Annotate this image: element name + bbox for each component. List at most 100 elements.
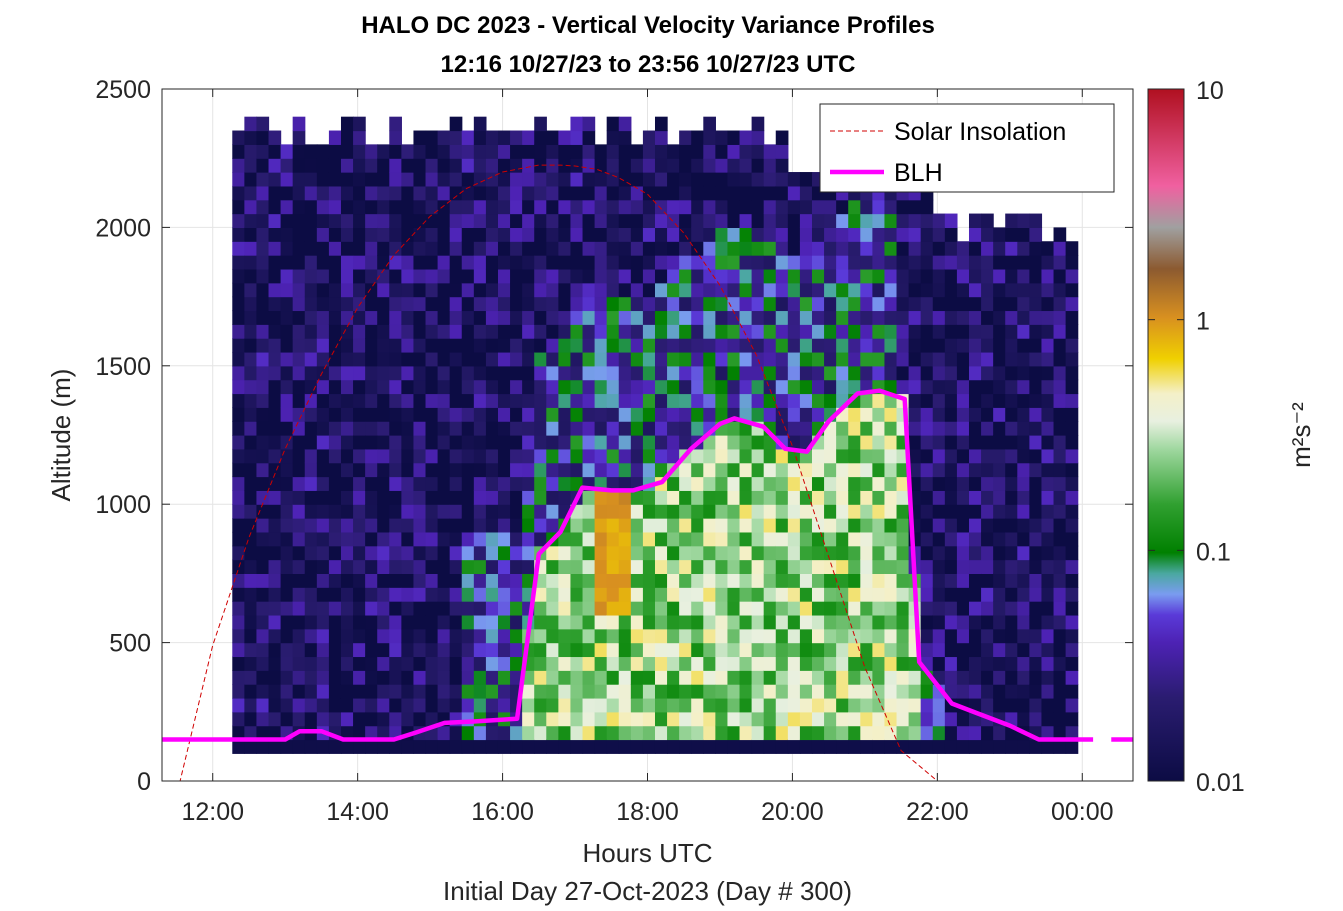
heatmap-cell <box>763 545 777 561</box>
heatmap-cell <box>401 559 415 574</box>
heatmap-cell <box>280 518 294 533</box>
heatmap-cell <box>824 697 837 713</box>
heatmap-cell <box>510 559 523 574</box>
heatmap-cell <box>413 158 427 173</box>
heatmap-cell <box>268 684 282 699</box>
heatmap-cell <box>328 518 342 533</box>
heatmap-cell <box>956 573 970 588</box>
heatmap-cell <box>449 199 463 215</box>
heatmap-cell <box>244 365 258 381</box>
heatmap-cell <box>727 490 741 505</box>
heatmap-cell <box>365 338 378 353</box>
heatmap-cell <box>956 268 970 284</box>
heatmap-cell <box>594 324 608 339</box>
heatmap-cell <box>908 407 922 422</box>
heatmap-cell <box>630 531 644 547</box>
heatmap-cell <box>727 435 741 450</box>
heatmap-cell <box>449 268 463 284</box>
heatmap-cell <box>570 199 584 215</box>
heatmap-cell <box>510 435 523 450</box>
heatmap-cell <box>594 185 608 201</box>
heatmap-cell <box>413 227 427 242</box>
heatmap-cell <box>340 739 354 754</box>
heatmap-cell <box>824 490 837 505</box>
heatmap-cell <box>328 185 342 201</box>
heatmap-cell <box>232 601 245 616</box>
heatmap-cell <box>461 130 475 145</box>
heatmap-cell <box>546 379 559 395</box>
heatmap-cell <box>256 476 270 491</box>
heatmap-cell <box>449 365 463 381</box>
heatmap-cell <box>824 684 837 699</box>
heatmap-cell <box>377 587 390 602</box>
chart-title: HALO DC 2023 - Vertical Velocity Varianc… <box>361 12 935 39</box>
heatmap-cell <box>292 670 306 685</box>
heatmap-cell <box>642 614 656 630</box>
heatmap-cell <box>570 393 584 408</box>
heatmap-cell <box>413 172 427 187</box>
heatmap-cell <box>1053 476 1067 491</box>
heatmap-cell <box>944 504 958 519</box>
heatmap-cell <box>739 476 753 491</box>
heatmap-cell <box>739 739 753 754</box>
heatmap-cell <box>582 393 596 408</box>
heatmap-cell <box>280 739 294 754</box>
heatmap-cell <box>304 185 318 201</box>
heatmap-cell <box>316 435 330 450</box>
heatmap-cell <box>703 213 716 228</box>
heatmap-cell <box>811 490 825 505</box>
heatmap-cell <box>256 407 270 422</box>
heatmap-cell <box>981 684 994 699</box>
heatmap-cell <box>824 435 837 450</box>
heatmap-cell <box>328 379 342 395</box>
heatmap-cell <box>546 144 559 159</box>
heatmap-cell <box>232 628 245 644</box>
heatmap-cell <box>353 268 366 284</box>
heatmap-cell <box>920 614 934 630</box>
heatmap-cell <box>968 670 982 685</box>
heatmap-cell <box>811 573 825 588</box>
heatmap-cell <box>727 587 741 602</box>
heatmap-cell <box>353 365 366 381</box>
heatmap-cell <box>1053 255 1067 270</box>
heatmap-cell <box>618 518 632 533</box>
heatmap-cell <box>558 393 572 408</box>
heatmap-cell <box>353 435 366 450</box>
heatmap-cell <box>630 725 644 741</box>
heatmap-cell <box>425 421 439 436</box>
heatmap-cell <box>908 670 922 685</box>
heatmap-cell <box>787 684 801 699</box>
heatmap-cell <box>328 462 342 478</box>
heatmap-cell <box>667 421 680 436</box>
heatmap-cell <box>328 351 342 367</box>
heatmap-cell <box>365 268 378 284</box>
heatmap-cell <box>582 711 596 727</box>
heatmap-cell <box>860 365 873 381</box>
heatmap-cell <box>304 697 318 713</box>
heatmap-cell <box>763 573 777 588</box>
heatmap-cell <box>1017 351 1030 367</box>
heatmap-cell <box>679 365 692 381</box>
heatmap-cell <box>932 642 946 658</box>
heatmap-cell <box>1041 282 1055 298</box>
heatmap-cell <box>522 725 535 741</box>
heatmap-cell <box>401 573 415 588</box>
heatmap-cell <box>606 559 620 574</box>
heatmap-cell <box>787 462 801 478</box>
heatmap-cell <box>256 684 270 699</box>
heatmap-cell <box>968 601 982 616</box>
heatmap-cell <box>232 213 245 228</box>
heatmap-cell <box>485 338 499 353</box>
heatmap-cell <box>534 310 547 325</box>
heatmap-cell <box>1017 365 1030 381</box>
heatmap-cell <box>956 518 970 533</box>
heatmap-cell <box>1029 670 1043 685</box>
heatmap-cell <box>606 421 620 436</box>
heatmap-cell <box>630 587 644 602</box>
heatmap-cell <box>558 227 572 242</box>
heatmap-cell <box>534 227 547 242</box>
heatmap-cell <box>968 518 982 533</box>
heatmap-cell <box>316 213 330 228</box>
heatmap-cell <box>981 351 994 367</box>
